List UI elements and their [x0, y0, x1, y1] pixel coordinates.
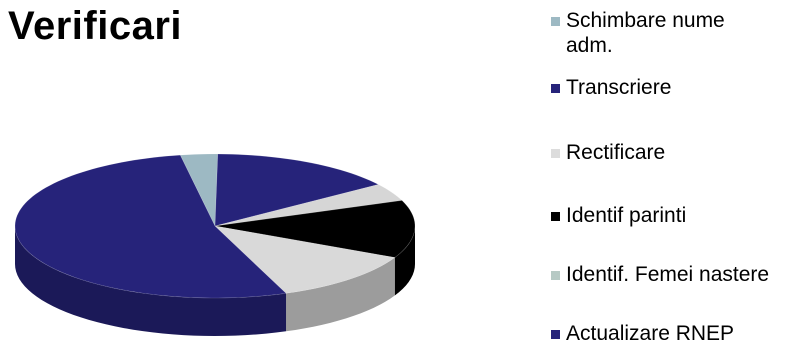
- legend-swatch: [551, 149, 560, 158]
- legend-item: Identif. Femei nastere: [551, 262, 776, 287]
- legend-swatch: [551, 212, 560, 221]
- pie-slice-2: [214, 153, 380, 227]
- legend-item: Schimbare nume adm.: [551, 8, 776, 58]
- pie-slice-6: [14, 154, 287, 299]
- legend-label: Identif parinti: [566, 204, 687, 227]
- legend-swatch: [551, 271, 560, 280]
- pie-slice-1: [179, 153, 219, 227]
- legend-item: Actualizare RNEP: [551, 321, 776, 346]
- legend-swatch: [551, 84, 560, 93]
- pie-slice-side-5: [286, 257, 395, 332]
- legend-label: Actualizare RNEP: [566, 322, 735, 345]
- pie-slice-4: [214, 200, 416, 258]
- legend-label: Transcriere: [566, 76, 672, 99]
- pie-slice-side-4: [394, 226, 415, 296]
- chart-title: Verificari: [8, 4, 183, 48]
- legend-label: Schimbare nume adm.: [566, 9, 725, 57]
- pie-side-walls: [15, 226, 415, 336]
- pie-slice-side-6: [15, 226, 287, 336]
- pie-chart: [14, 153, 416, 336]
- pie-slice-tops: [14, 153, 416, 299]
- legend-label: Identif. Femei nastere: [566, 263, 770, 286]
- legend-item: Identif parinti: [551, 203, 776, 228]
- legend-label: Rectificare: [566, 141, 666, 164]
- legend-item: Transcriere: [551, 75, 776, 100]
- pie-slice-5: [214, 225, 396, 294]
- legend-swatch: [551, 330, 560, 339]
- legend-item: Rectificare: [551, 140, 776, 165]
- legend-swatch: [551, 17, 560, 26]
- pie-slice-3: [214, 184, 403, 227]
